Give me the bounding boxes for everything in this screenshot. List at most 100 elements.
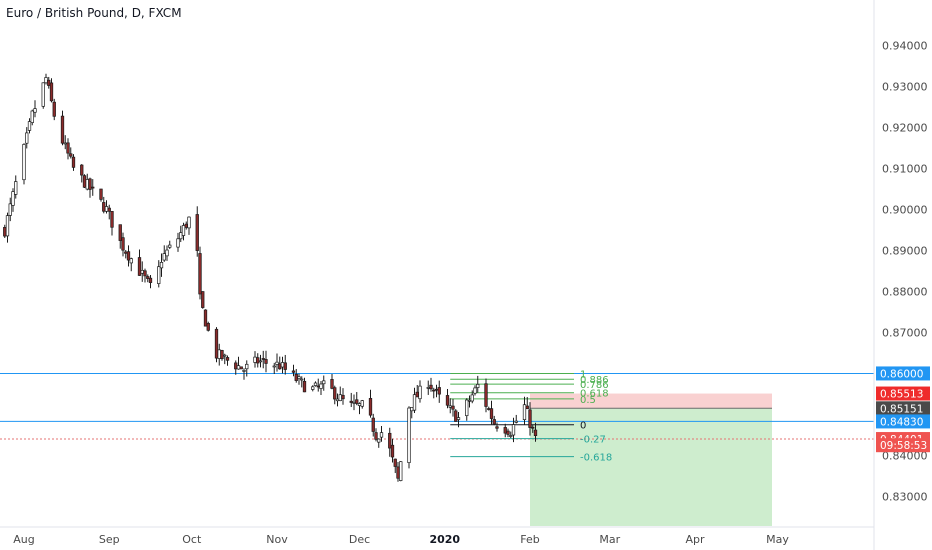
candle-body[interactable] — [245, 363, 249, 370]
candle-body[interactable] — [63, 142, 67, 145]
candle-body[interactable] — [179, 232, 183, 240]
candle-body[interactable] — [467, 399, 472, 402]
candle-body[interactable] — [272, 365, 276, 368]
candle-body[interactable] — [223, 354, 227, 357]
candle-body[interactable] — [261, 358, 265, 360]
candle-body[interactable] — [322, 380, 326, 385]
candle-body[interactable] — [533, 429, 538, 436]
candle-body[interactable] — [349, 400, 353, 403]
candle-body[interactable] — [489, 408, 494, 419]
candle-body[interactable] — [495, 426, 499, 429]
candle-body[interactable] — [525, 405, 529, 410]
candle-body[interactable] — [388, 432, 392, 449]
candle-body[interactable] — [509, 435, 513, 437]
candle-body[interactable] — [195, 214, 199, 251]
candle-body[interactable] — [22, 144, 26, 181]
candle-body[interactable] — [473, 387, 477, 394]
candle-body[interactable] — [126, 251, 131, 261]
candle-body[interactable] — [88, 178, 92, 190]
candle-body[interactable] — [253, 356, 257, 363]
candle-body[interactable] — [181, 225, 186, 236]
candle-body[interactable] — [355, 399, 359, 404]
candle-body[interactable] — [448, 405, 452, 408]
candle-body[interactable] — [407, 407, 411, 463]
candle-body[interactable] — [379, 432, 384, 438]
candlestick-series[interactable] — [3, 73, 538, 482]
candle-body[interactable] — [393, 458, 397, 467]
candle-body[interactable] — [201, 291, 205, 308]
candle-body[interactable] — [203, 309, 208, 327]
candle-body[interactable] — [330, 379, 334, 389]
candle-body[interactable] — [294, 373, 298, 381]
candle-body[interactable] — [157, 266, 161, 284]
candle-body[interactable] — [66, 142, 70, 154]
candle-body[interactable] — [220, 350, 224, 360]
candle-body[interactable] — [44, 77, 48, 84]
candle-body[interactable] — [418, 385, 422, 400]
candle-body[interactable] — [110, 211, 114, 228]
candle-body[interactable] — [148, 277, 153, 283]
candle-body[interactable] — [143, 270, 147, 277]
candle-body[interactable] — [214, 328, 219, 359]
candle-body[interactable] — [176, 238, 180, 248]
candle-body[interactable] — [492, 419, 496, 425]
candle-body[interactable] — [25, 132, 29, 144]
candle-body[interactable] — [60, 115, 65, 144]
time-axis[interactable]: Aug Sep Oct Nov Dec 2020 Feb Mar Apr May — [13, 533, 789, 546]
candle-body[interactable] — [129, 258, 133, 264]
candle-body[interactable] — [297, 376, 301, 379]
candle-body[interactable] — [5, 215, 10, 237]
candle-body[interactable] — [80, 164, 84, 176]
candle-body[interactable] — [503, 427, 507, 434]
candle-body[interactable] — [3, 227, 7, 237]
candle-body[interactable] — [8, 203, 12, 216]
candle-body[interactable] — [291, 370, 296, 373]
candle-body[interactable] — [484, 383, 488, 407]
candle-body[interactable] — [410, 406, 414, 412]
candle-body[interactable] — [278, 363, 282, 370]
candle-body[interactable] — [104, 206, 109, 212]
candle-body[interactable] — [311, 386, 315, 390]
candle-body[interactable] — [374, 432, 378, 440]
take-profit-zone[interactable] — [530, 408, 772, 526]
candle-body[interactable] — [456, 417, 461, 420]
candle-body[interactable] — [454, 410, 458, 422]
candle-body[interactable] — [437, 387, 441, 395]
candle-body[interactable] — [487, 408, 491, 410]
candle-body[interactable] — [49, 82, 54, 102]
candle-body[interactable] — [165, 249, 169, 257]
candle-body[interactable] — [258, 360, 263, 363]
candle-body[interactable] — [451, 405, 455, 410]
candle-body[interactable] — [99, 188, 103, 200]
candle-body[interactable] — [121, 237, 125, 251]
candle-body[interactable] — [256, 357, 260, 364]
candle-body[interactable] — [14, 181, 18, 195]
candle-body[interactable] — [242, 370, 246, 372]
candle-body[interactable] — [41, 82, 45, 107]
candle-body[interactable] — [445, 395, 450, 406]
candle-body[interactable] — [412, 394, 417, 411]
candle-body[interactable] — [107, 207, 111, 212]
candle-body[interactable] — [514, 420, 518, 423]
candle-body[interactable] — [168, 244, 172, 248]
candle-body[interactable] — [239, 366, 243, 370]
candle-body[interactable] — [465, 399, 469, 417]
candle-body[interactable] — [69, 153, 73, 157]
candle-body[interactable] — [352, 401, 356, 404]
candle-body[interactable] — [146, 276, 150, 279]
candle-body[interactable] — [396, 466, 400, 479]
candle-body[interactable] — [511, 424, 516, 436]
candle-body[interactable] — [341, 394, 345, 400]
candle-body[interactable] — [283, 362, 287, 370]
candle-body[interactable] — [217, 349, 221, 359]
candle-body[interactable] — [33, 108, 37, 113]
long-position-tool[interactable] — [530, 393, 772, 526]
candle-body[interactable] — [124, 251, 128, 254]
candle-body[interactable] — [184, 223, 188, 228]
candle-body[interactable] — [30, 110, 34, 123]
candle-body[interactable] — [470, 394, 474, 402]
candle-body[interactable] — [234, 362, 238, 370]
candle-body[interactable] — [357, 403, 362, 406]
candle-body[interactable] — [377, 438, 381, 443]
